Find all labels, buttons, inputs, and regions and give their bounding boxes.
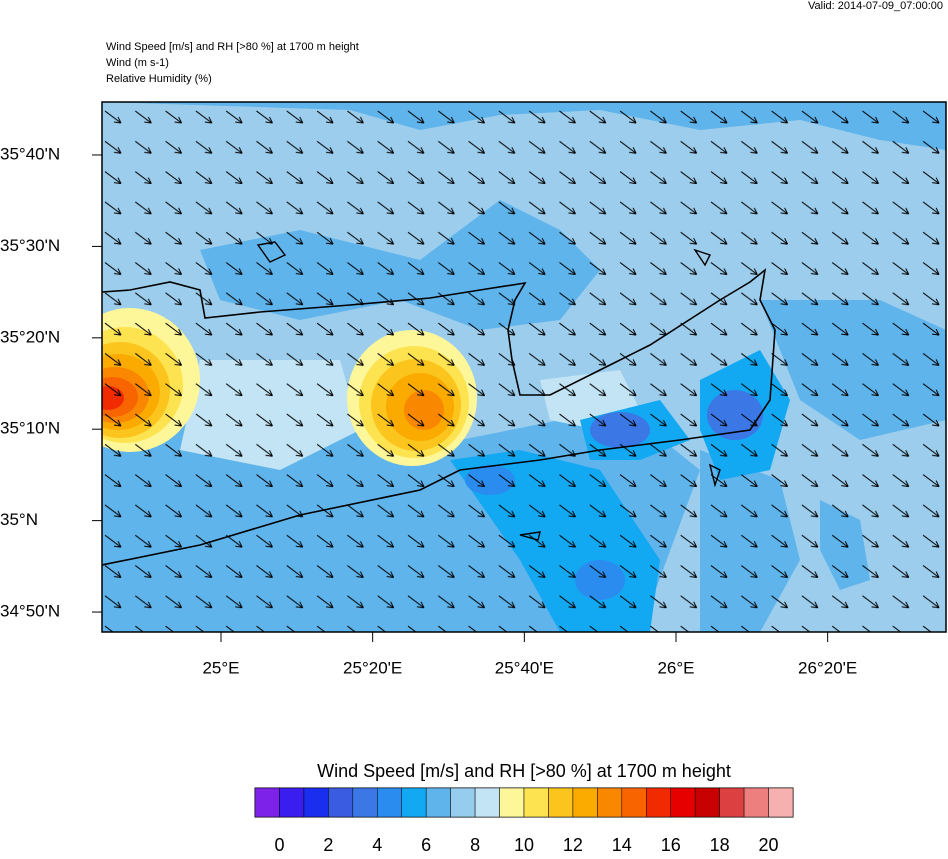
colorbar-tick-label: 14 [612, 835, 632, 854]
colorbar-tick-label: 10 [514, 835, 534, 854]
colorbar-box [377, 787, 402, 818]
colorbar-box [694, 787, 720, 818]
x-tick-label: 25°20'E [343, 658, 402, 677]
y-tick-label: 35°20'N [0, 327, 60, 346]
title-line: Wind (m s-1) [106, 57, 169, 69]
colorbar-box [499, 787, 525, 818]
colorbar-box [670, 787, 696, 818]
colorbar-title: Wind Speed [m/s] and RH [>80 %] at 1700 … [317, 761, 731, 781]
y-tick-label: 35°N [0, 510, 38, 529]
colorbar-box [401, 787, 427, 818]
valid-time: Valid: 2014-07-09_07:00:00 [808, 0, 943, 12]
colorbar-box [548, 787, 574, 818]
y-tick-label: 35°40'N [0, 144, 60, 163]
title-line: Wind Speed [m/s] and RH [>80 %] at 1700 … [106, 41, 359, 53]
colorbar-box [328, 787, 354, 818]
y-tick-label: 35°30'N [0, 236, 60, 255]
colorbar-tick-label: 8 [470, 835, 480, 854]
x-tick-label: 26°20'E [798, 658, 857, 677]
y-tick-label: 34°50'N [0, 602, 60, 621]
colorbar-box [719, 787, 745, 818]
x-tick-label: 26°E [657, 658, 694, 677]
colorbar-tick-label: 16 [661, 835, 681, 854]
colorbar-tick-label: 18 [710, 835, 730, 854]
colorbar-box [352, 787, 378, 818]
colorbar-box [450, 787, 476, 818]
title-line: Relative Humidity (%) [106, 73, 212, 85]
colorbar-tick-label: 6 [421, 835, 431, 854]
colorbar-tick-label: 0 [274, 835, 284, 854]
colorbar-box [425, 787, 451, 818]
colorbar-box [572, 787, 598, 818]
colorbar-box [597, 787, 623, 818]
colorbar-tick-label: 2 [323, 835, 333, 854]
x-tick-label: 25°40'E [495, 658, 554, 677]
colorbar-tick-label: 12 [563, 835, 583, 854]
colorbar-box [743, 787, 769, 818]
colorbar-box [254, 787, 280, 818]
colorbar-box [279, 787, 305, 818]
colorbar-box [768, 787, 794, 818]
colorbar-tick-label: 4 [372, 835, 382, 854]
colorbar-box [303, 787, 329, 818]
map-field [102, 102, 946, 632]
colorbar-box [474, 787, 500, 818]
colorbar-box [523, 787, 549, 818]
colorbar-tick-label: 20 [759, 835, 779, 854]
colorbar-box [646, 787, 671, 818]
y-tick-label: 35°10'N [0, 419, 60, 438]
x-tick-label: 25°E [202, 658, 239, 677]
colorbar-box [621, 787, 647, 818]
